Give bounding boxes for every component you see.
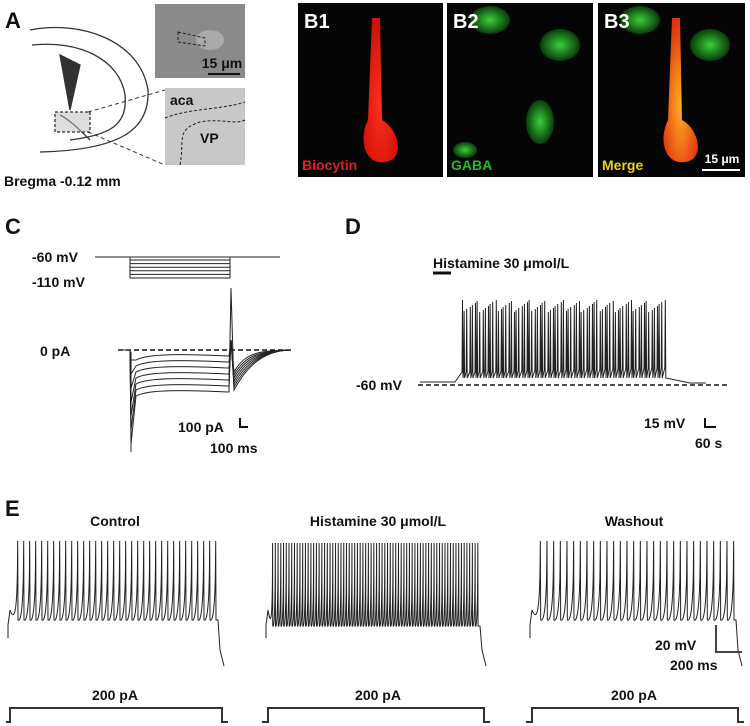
current-label: 200 pA [92, 687, 138, 703]
image-b3: B3 Merge 15 μm [598, 3, 745, 177]
zoom-line [87, 131, 166, 166]
scale-label: 15 μm [705, 152, 740, 166]
zoom-line [87, 89, 166, 113]
trace [118, 287, 291, 445]
panel-label: C [5, 214, 21, 239]
image-b2: B2 GABA [447, 3, 593, 177]
current-traces [118, 287, 291, 452]
trace [118, 339, 291, 417]
trace [129, 257, 231, 268]
region-label: aca [170, 92, 194, 108]
region-label: VP [200, 130, 219, 146]
current-label: 200 pA [611, 687, 657, 703]
scale-label: 100 pA [178, 419, 224, 435]
trace [265, 542, 487, 667]
scale-label: 100 ms [210, 440, 258, 456]
scale-label: 20 mV [655, 637, 697, 653]
scale-label: 15 μm [202, 55, 242, 71]
scale-bar [715, 625, 742, 653]
brain-outline [29, 26, 149, 153]
micrograph [165, 88, 245, 165]
voltage-protocol [95, 256, 280, 279]
trace [118, 339, 291, 374]
stain-label: GABA [451, 157, 492, 173]
drug-label: Histamine 30 μmol/L [433, 255, 570, 271]
scale-label: 60 s [695, 435, 722, 451]
trace [420, 299, 706, 384]
scale-bar [704, 418, 716, 428]
image-b1: B1 Biocytin [298, 3, 443, 177]
condition-title: Washout [605, 513, 664, 529]
scale-label: 200 ms [670, 657, 718, 673]
baseline-label: -60 mV [356, 377, 403, 393]
image-label: B2 [453, 11, 479, 33]
image-label: B3 [604, 11, 630, 33]
panel-label: A [5, 8, 21, 33]
current-steps [6, 707, 744, 723]
scale-bar [239, 418, 248, 428]
cell [196, 30, 224, 50]
condition-title: Histamine 30 μmol/L [310, 513, 447, 529]
hold-label: -60 mV [32, 249, 79, 265]
trace [129, 257, 231, 279]
panel-label: E [5, 496, 20, 521]
trace [529, 540, 743, 667]
step-label: -110 mV [32, 274, 86, 290]
current-label: 200 pA [355, 687, 401, 703]
panel-label: D [345, 214, 361, 239]
spike-traces [7, 540, 743, 667]
condition-title: Control [90, 513, 140, 529]
region-border [164, 101, 246, 166]
trace [118, 339, 291, 377]
voltage-trace [420, 299, 706, 384]
pipette [177, 31, 206, 47]
zero-label: 0 pA [40, 343, 70, 359]
caption: Bregma -0.12 mm [4, 173, 121, 189]
trace [7, 540, 225, 667]
stain-label: Biocytin [302, 157, 357, 173]
scale-label: 15 mV [644, 415, 686, 431]
stain-label: Merge [602, 157, 643, 173]
image-label: B1 [304, 11, 330, 33]
